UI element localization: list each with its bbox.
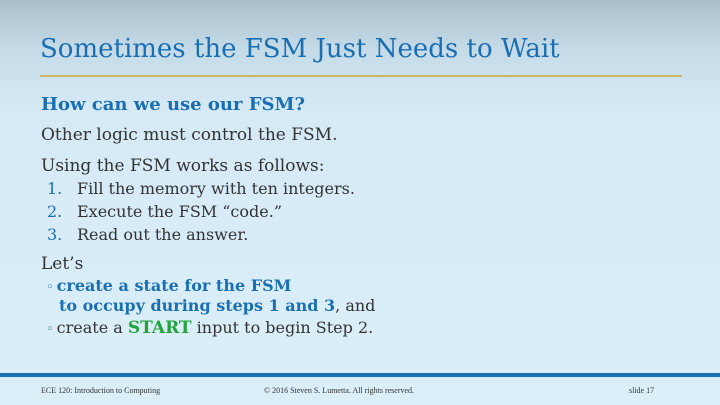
- bullet-circle-icon: ◦: [46, 280, 54, 295]
- start-keyword: START: [127, 318, 192, 338]
- bullet-item-1: ◦ create a state for the FSM: [46, 276, 291, 295]
- paragraph-control: Other logic must control the FSM.: [41, 125, 338, 145]
- step-item-3: 3. Read out the answer.: [47, 225, 248, 244]
- bullet-item-1-continuation: to occupy during steps 1 and 3, and: [59, 296, 375, 315]
- step-number: 1.: [47, 179, 63, 198]
- footer-slide-number: slide 17: [629, 386, 655, 395]
- step-item-2: 2. Execute the FSM “code.”: [47, 202, 282, 221]
- step-number: 2.: [47, 202, 63, 221]
- bullet-text: , and: [335, 296, 376, 315]
- bullet-circle-icon: ◦: [46, 322, 54, 337]
- step-text: Fill the memory with ten integers.: [77, 179, 355, 198]
- subheading: How can we use our FSM?: [41, 94, 305, 115]
- emphasis-text: to occupy during steps 1 and 3: [59, 296, 336, 315]
- footer-course: ECE 120: Introduction to Computing: [41, 386, 161, 395]
- lets-label: Let’s: [41, 254, 84, 274]
- step-text: Read out the answer.: [77, 225, 249, 244]
- step-number: 3.: [47, 225, 63, 244]
- bullet-text: input to begin Step 2.: [191, 318, 374, 337]
- paragraph-usage: Using the FSM works as follows:: [41, 156, 325, 176]
- footer-copyright: © 2016 Steven S. Lumetta. All rights res…: [264, 386, 415, 395]
- slide-title: Sometimes the FSM Just Needs to Wait: [40, 34, 560, 64]
- footer-band: [0, 373, 720, 377]
- bullet-text: create a: [56, 318, 128, 337]
- bullet-item-2: ◦ create a START input to begin Step 2.: [46, 318, 373, 338]
- step-text: Execute the FSM “code.”: [77, 202, 282, 221]
- title-divider: [40, 75, 682, 77]
- step-item-1: 1. Fill the memory with ten integers.: [47, 179, 355, 198]
- emphasis-text: create a state for the FSM: [56, 276, 292, 295]
